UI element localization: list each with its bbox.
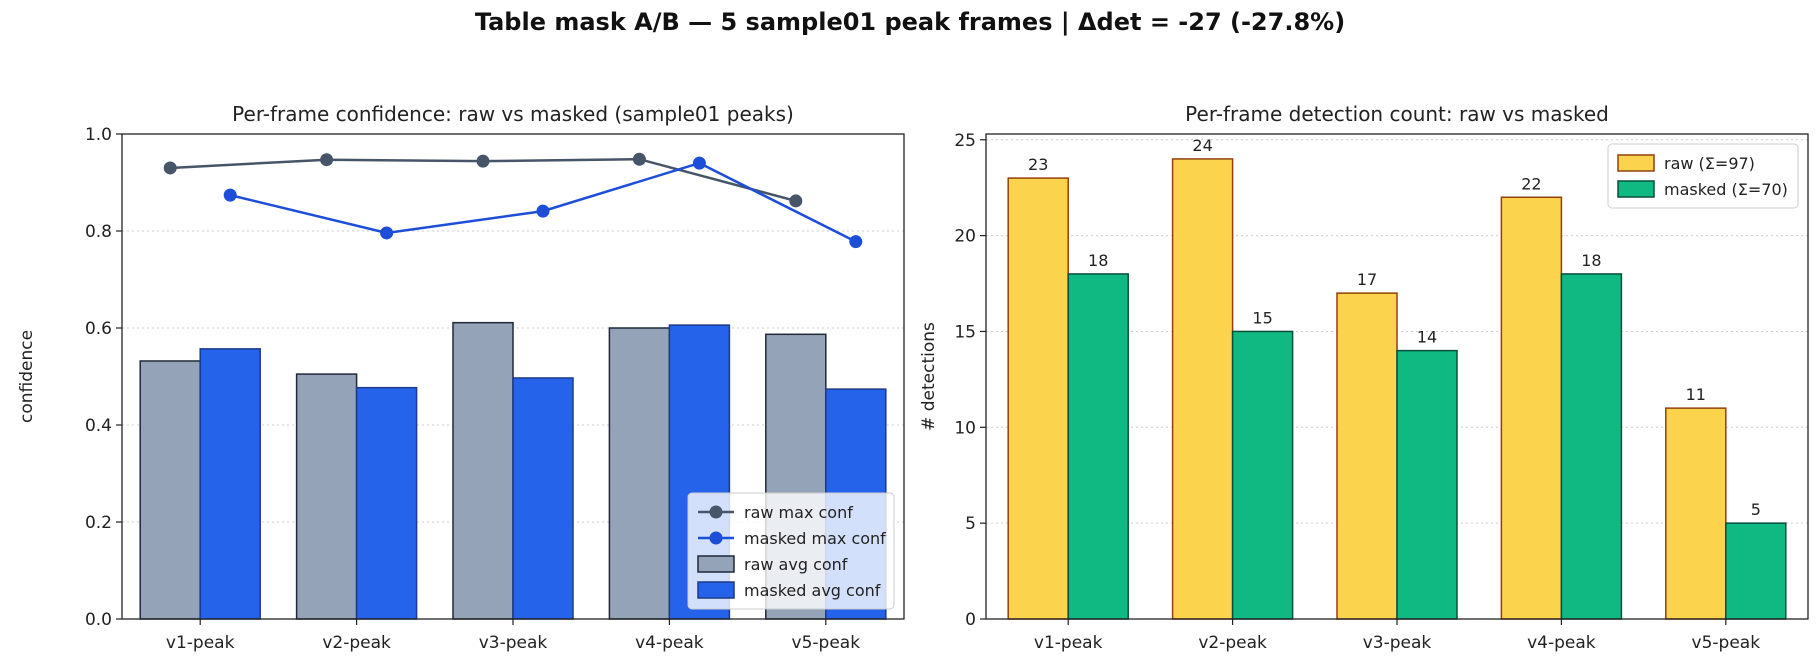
chart-title: Per-frame confidence: raw vs masked (sam… xyxy=(232,102,794,126)
x-tick-label: v5-peak xyxy=(792,633,861,653)
x-tick-label: v3-peak xyxy=(479,633,548,653)
bar-value-label: 18 xyxy=(1581,251,1601,270)
bar-raw xyxy=(1007,177,1069,620)
series-point xyxy=(849,235,863,249)
x-tick-label: v3-peak xyxy=(1363,633,1432,653)
bar-masked xyxy=(1067,273,1129,620)
series-point xyxy=(380,226,394,240)
series-point xyxy=(163,161,177,175)
legend-label: masked (Σ=70) xyxy=(1664,180,1788,199)
bar-raw xyxy=(452,321,514,620)
bar-masked xyxy=(512,377,574,620)
x-tick-label: v5-peak xyxy=(1692,633,1761,653)
bar-value-label: 18 xyxy=(1088,251,1108,270)
bar-masked xyxy=(1725,522,1787,620)
legend-label: masked max conf xyxy=(744,529,886,548)
x-tick-label: v4-peak xyxy=(1527,633,1596,653)
y-tick-label: 5 xyxy=(965,514,976,534)
bar-raw xyxy=(1500,196,1563,620)
bar-masked xyxy=(1231,330,1294,620)
y-tick-label: 0.2 xyxy=(85,513,112,533)
legend-marker xyxy=(709,505,723,519)
chart-title: Per-frame detection count: raw vs masked xyxy=(1185,102,1609,126)
x-tick-label: v4-peak xyxy=(635,633,704,653)
bar-raw xyxy=(608,327,671,620)
figure-title: Table mask A/B — 5 sample01 peak frames … xyxy=(474,8,1346,36)
bar-masked xyxy=(199,348,261,620)
y-axis-label: # detections xyxy=(919,322,939,431)
legend: raw (Σ=97) masked (Σ=70) xyxy=(1607,143,1799,209)
legend-label: masked avg conf xyxy=(744,581,881,600)
bar-masked xyxy=(1560,273,1623,620)
legend-swatch xyxy=(697,555,735,573)
bar-value-label: 17 xyxy=(1357,270,1377,289)
bar-raw xyxy=(295,373,358,620)
bar-raw xyxy=(139,360,201,620)
x-tick-label: v2-peak xyxy=(1198,633,1267,653)
chart-1: 0.0 0.2 0.4 0.6 0.8 1.0 v1-peak v2-peak v3-peak v… xyxy=(17,102,905,653)
y-tick-label: 0.0 xyxy=(85,610,112,630)
bar-raw xyxy=(1665,407,1727,620)
y-tick-label: 20 xyxy=(954,227,976,247)
series-point xyxy=(476,154,490,168)
series-point xyxy=(320,153,334,167)
series-point xyxy=(632,152,646,166)
y-tick-label: 1.0 xyxy=(85,125,112,145)
series-point xyxy=(223,188,237,202)
y-tick-label: 15 xyxy=(954,322,976,342)
y-tick-label: 0.4 xyxy=(85,416,112,436)
chart-2: 0 5 10 15 20 25 23 24 17 22 11 18 15 14 18 5 v1-peak v2-p… xyxy=(919,102,1809,653)
legend-label: raw (Σ=97) xyxy=(1664,154,1755,173)
bar-value-label: 14 xyxy=(1417,328,1437,347)
bar-masked xyxy=(355,386,418,620)
series-point xyxy=(789,194,803,208)
bar-value-label: 15 xyxy=(1252,308,1272,327)
legend: raw max conf masked max conf raw avg conf m… xyxy=(687,492,895,610)
legend-swatch xyxy=(1617,154,1655,172)
legend-box xyxy=(1607,143,1799,209)
y-tick-label: 0.8 xyxy=(85,222,112,242)
bar-masked xyxy=(1396,349,1458,620)
bar-value-label: 23 xyxy=(1028,155,1048,174)
legend-label: raw avg conf xyxy=(744,555,848,574)
bar-value-label: 22 xyxy=(1521,174,1541,193)
y-tick-label: 0.6 xyxy=(85,319,112,339)
legend-swatch xyxy=(1617,180,1655,198)
x-tick-label: v2-peak xyxy=(322,633,391,653)
bar-value-label: 5 xyxy=(1751,500,1761,519)
y-tick-label: 0 xyxy=(965,610,976,630)
x-tick-label: v1-peak xyxy=(166,633,235,653)
legend-marker xyxy=(709,531,723,545)
y-tick-label: 10 xyxy=(954,418,976,438)
bar-raw xyxy=(1336,292,1398,620)
series-point xyxy=(536,204,550,218)
legend-label: raw max conf xyxy=(744,503,853,522)
bar-value-label: 11 xyxy=(1686,385,1706,404)
legend-box xyxy=(687,492,895,610)
x-tick-label: v1-peak xyxy=(1034,633,1103,653)
bar-raw xyxy=(1171,158,1234,620)
y-axis-label: confidence xyxy=(17,330,37,423)
series-line xyxy=(229,161,857,243)
series-point xyxy=(692,156,706,170)
y-tick-label: 25 xyxy=(954,131,976,151)
bar-value-label: 24 xyxy=(1192,136,1212,155)
legend-swatch xyxy=(697,581,735,599)
